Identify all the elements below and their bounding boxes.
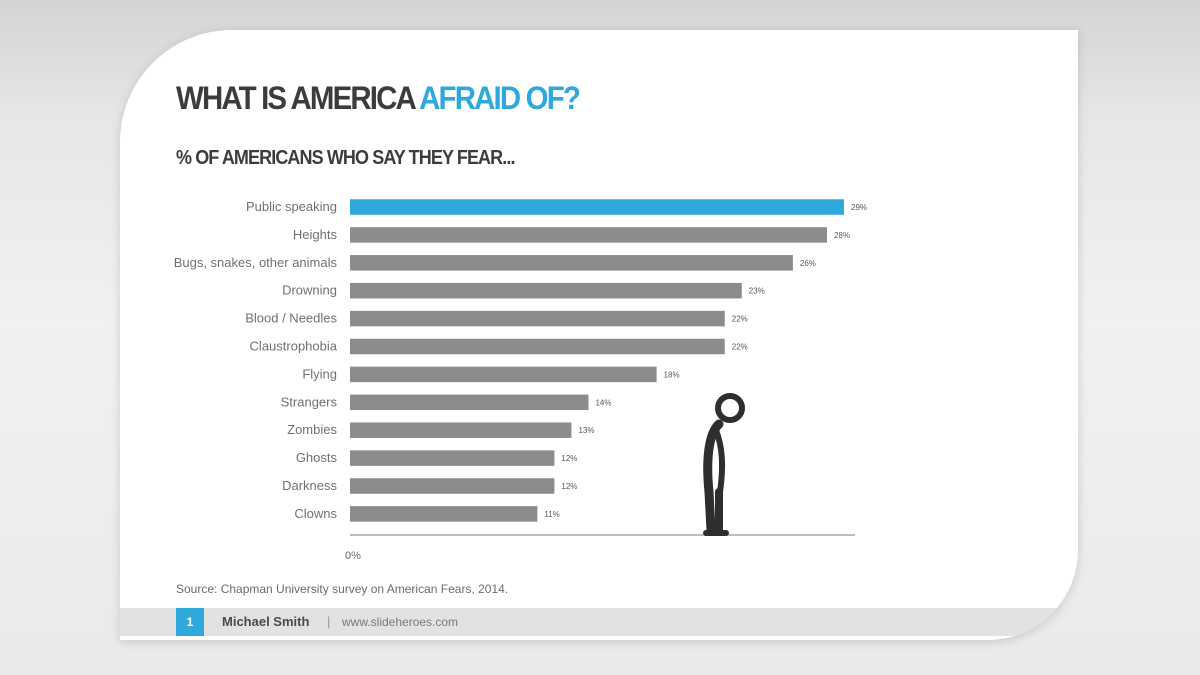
category-label: Darkness [282,478,337,493]
value-label: 28% [834,231,850,240]
value-label: 23% [749,287,765,296]
value-label: 14% [595,398,611,407]
bar [350,450,555,466]
bar [350,478,555,494]
value-label: 18% [664,370,680,379]
value-label: 13% [578,426,594,435]
bar [350,282,742,299]
slide: WHAT IS AMERICA AFRAID OF? % OF AMERICAN… [120,30,1078,640]
author-name: Michael Smith [222,614,310,629]
category-label: Claustrophobia [250,339,338,354]
category-label: Bugs, snakes, other animals [174,255,338,270]
slide-footer: 1 Michael Smith | www.slideheroes.com [120,608,1078,636]
value-label: 29% [851,203,867,212]
category-label: Flying [302,366,337,381]
footer-separator: | [327,614,331,629]
value-label: 26% [800,259,816,268]
category-label: Clowns [294,506,337,521]
bar-chart: Public speaking 29% Heights 28% Bugs, snakes… [174,199,867,562]
value-label: 12% [561,482,577,491]
bar [350,338,725,355]
bar [350,199,844,215]
source-note: Source: Chapman University survey on Ame… [176,582,509,596]
category-label: Public speaking [246,199,337,214]
title-main: WHAT IS AMERICA [176,80,420,116]
page-number-badge: 1 [176,608,204,636]
bar [350,506,538,522]
bar [350,227,827,243]
website-link[interactable]: www.slideheroes.com [342,615,459,629]
category-label: Zombies [287,422,337,437]
bar [350,422,572,438]
value-label: 11% [544,510,559,519]
bar [350,366,657,383]
bar [350,310,725,327]
category-label: Blood / Needles [245,311,337,326]
category-label: Ghosts [296,450,338,465]
bars-layer: Public speaking 29% Heights 28% Bugs, snakes… [174,199,867,522]
value-label: 22% [732,315,748,324]
category-label: Strangers [281,394,338,409]
bar [350,394,589,411]
category-label: Drowning [282,283,337,298]
title-accent: AFRAID OF? [419,80,581,116]
chart-subtitle: % OF AMERICANS WHO SAY THEY FEAR... [176,147,515,169]
stick-figure-illustration [703,393,745,536]
x-tick-label: 0% [345,550,361,562]
bar [350,255,793,271]
category-label: Heights [293,227,338,242]
slide-title: WHAT IS AMERICA AFRAID OF? [176,80,581,117]
value-label: 12% [561,454,577,463]
value-label: 22% [732,343,748,352]
